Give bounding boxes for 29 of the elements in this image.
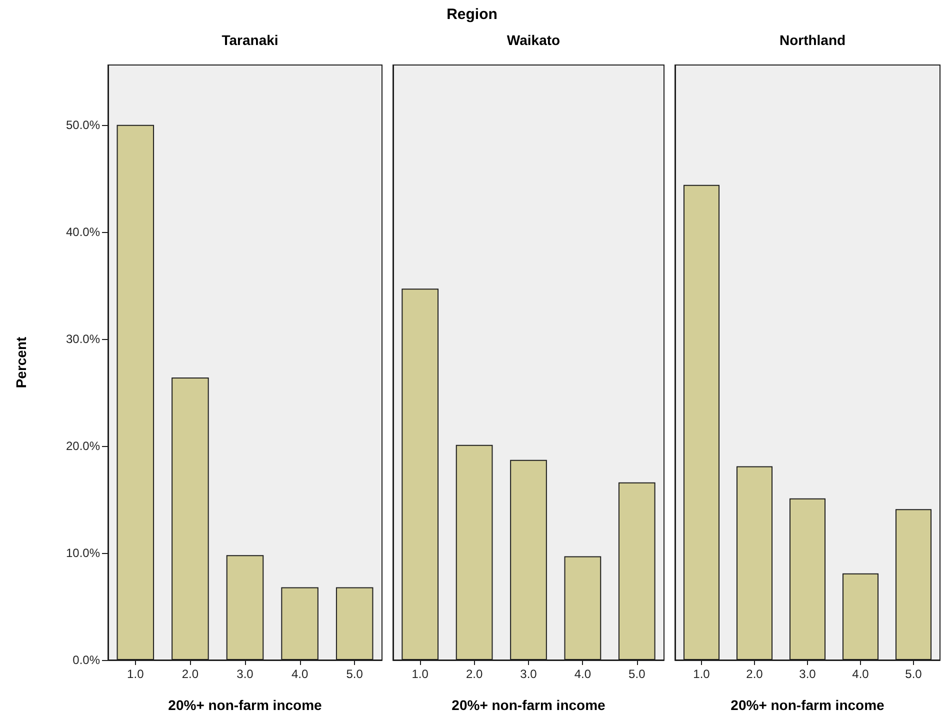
x-axis-title: 20%+ non-farm income — [452, 697, 606, 713]
x-tick-label: 1.0 — [412, 667, 429, 681]
y-tick-label: 30.0% — [66, 332, 100, 346]
x-tick-label: 2.0 — [182, 667, 199, 681]
x-tick-label: 5.0 — [905, 667, 922, 681]
y-tick-label: 50.0% — [66, 118, 100, 132]
x-axis-title: 20%+ non-farm income — [730, 697, 885, 713]
text: Region — [446, 6, 498, 23]
x-tick-label: 4.0 — [852, 667, 870, 681]
x-tick-label: 4.0 — [291, 667, 308, 681]
chart-title: Taranaki — [222, 32, 278, 48]
x-tick-label: 3.0 — [520, 667, 538, 681]
x-tick-label: 5.0 — [628, 667, 646, 681]
chart-title: Northland — [779, 32, 846, 48]
x-tick-label: 4.0 — [574, 667, 592, 681]
y-axis-title: Percent — [13, 336, 29, 388]
y-tick-label: 0.0% — [72, 653, 100, 667]
chart-title: Waikato — [506, 32, 560, 48]
y-tick-label: 40.0% — [66, 224, 100, 239]
x-tick-label: 1.0 — [127, 667, 144, 681]
x-tick-label: 3.0 — [799, 667, 816, 681]
x-tick-label: 3.0 — [236, 667, 254, 681]
x-tick-label: 2.0 — [466, 667, 483, 681]
x-axis-title: 20%+ non-farm income — [168, 697, 322, 713]
y-tick-label: 20.0% — [66, 438, 100, 453]
x-tick-label: 1.0 — [693, 667, 710, 681]
y-tick-label: 10.0% — [66, 546, 100, 560]
x-tick-label: 2.0 — [746, 667, 764, 681]
x-tick-label: 5.0 — [346, 667, 364, 681]
